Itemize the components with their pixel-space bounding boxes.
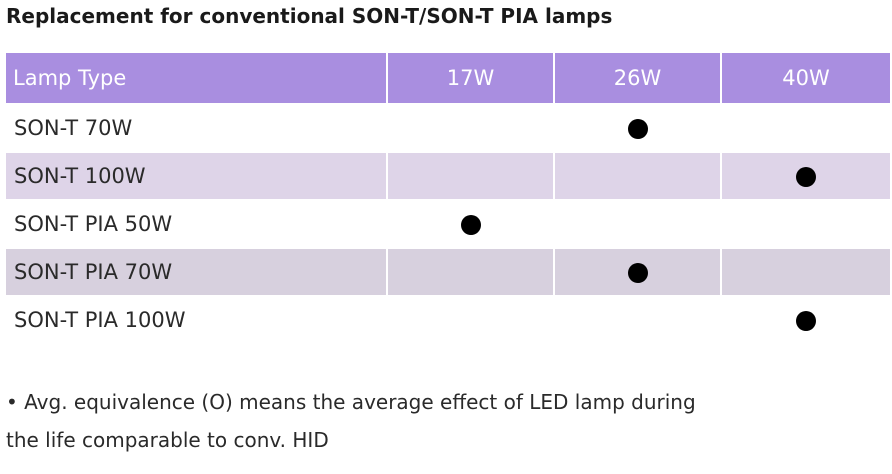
wattage-cell-w17: [387, 247, 555, 296]
wattage-cell-w40: [721, 295, 890, 343]
lamp-type-cell: SON-T PIA 50W: [6, 199, 388, 248]
wattage-cell-w26: [554, 151, 722, 200]
lamp-replacement-table: Lamp Type 17W 26W 40W SON-T 70W SON-T 100…: [6, 53, 890, 343]
table-row: SON-T PIA 100W: [6, 295, 890, 343]
footnote-line: the life comparable to conv. HID: [6, 428, 329, 452]
header-26w: 26W: [554, 53, 722, 104]
filled-circle-icon: [796, 167, 816, 187]
wattage-cell-w17: [387, 295, 555, 343]
header-lamp-type: Lamp Type: [6, 53, 388, 104]
wattage-cell-w26: [554, 199, 722, 248]
table-row: SON-T 100W: [6, 151, 890, 200]
footnote-line: • Avg. equivalence (O) means the average…: [6, 390, 696, 414]
filled-circle-icon: [460, 215, 481, 235]
wattage-cell-w26: [554, 247, 722, 296]
table-row: SON-T PIA 70W: [6, 247, 890, 296]
wattage-cell-w40: [721, 247, 890, 296]
wattage-cell-w40: [721, 151, 890, 200]
wattage-cell-w40: [721, 199, 890, 248]
table-row: SON-T 70W: [6, 103, 890, 152]
wattage-cell-w17: [387, 103, 555, 152]
footnote: • Avg. equivalence (O) means the average…: [6, 383, 866, 459]
filled-circle-icon: [627, 119, 648, 139]
header-40w: 40W: [721, 53, 890, 104]
table-header-row: Lamp Type 17W 26W 40W: [6, 53, 890, 104]
header-17w: 17W: [387, 53, 555, 104]
wattage-cell-w40: [721, 103, 890, 152]
wattage-cell-w26: [554, 103, 722, 152]
page-title: Replacement for conventional SON-T/SON-T…: [6, 4, 613, 28]
lamp-type-cell: SON-T 100W: [6, 151, 388, 200]
wattage-cell-w17: [387, 199, 555, 248]
lamp-type-cell: SON-T PIA 70W: [6, 247, 388, 296]
wattage-cell-w17: [387, 151, 555, 200]
filled-circle-icon: [627, 263, 648, 283]
lamp-type-cell: SON-T PIA 100W: [6, 295, 388, 343]
lamp-type-cell: SON-T 70W: [6, 103, 388, 152]
wattage-cell-w26: [554, 295, 722, 343]
table-row: SON-T PIA 50W: [6, 199, 890, 248]
filled-circle-icon: [796, 311, 816, 331]
